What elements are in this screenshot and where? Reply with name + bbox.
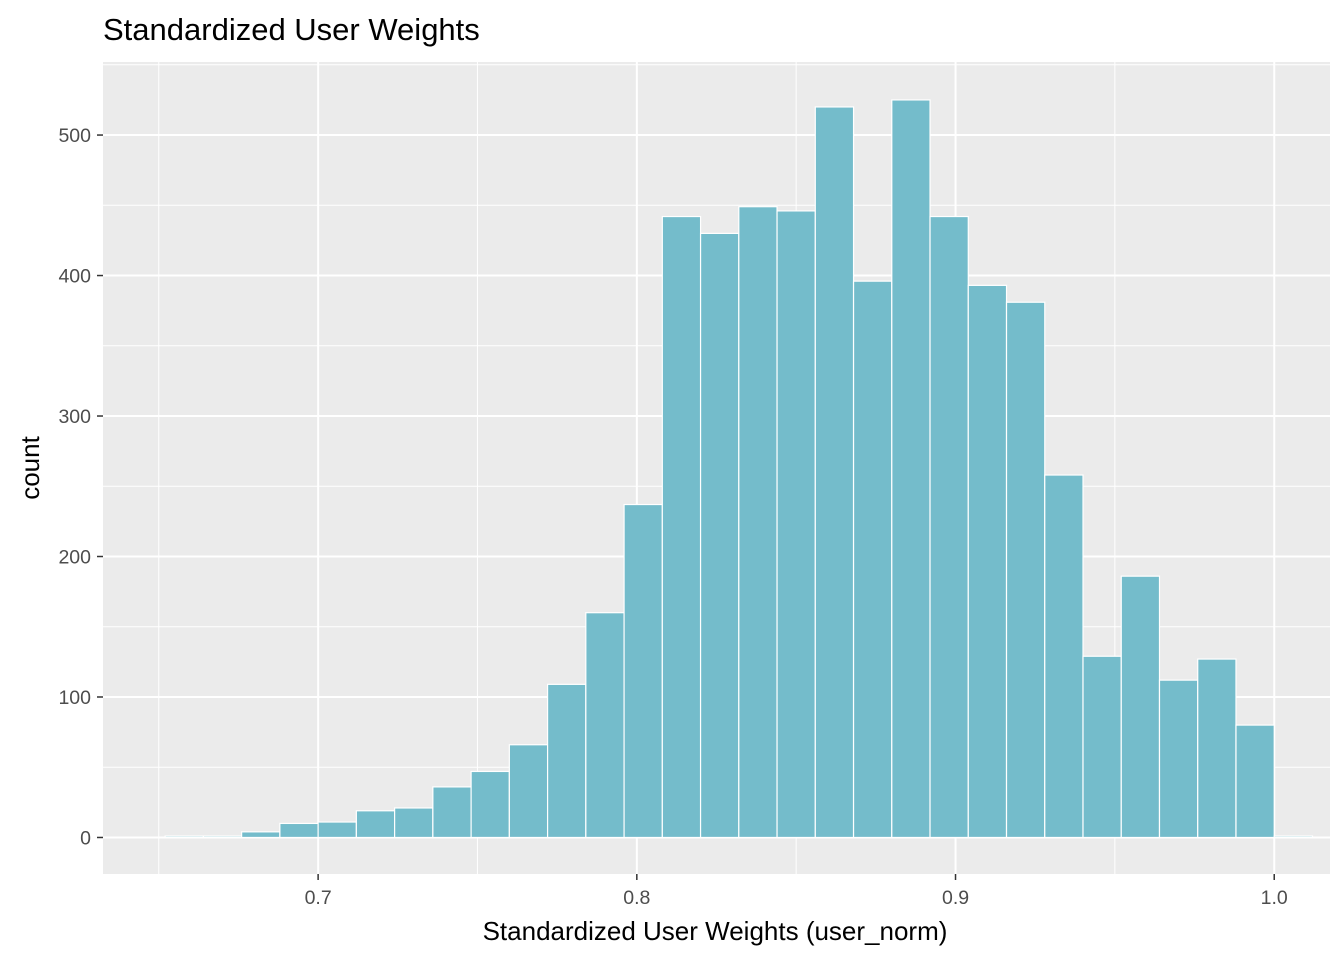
histogram-bar bbox=[546, 683, 587, 839]
histogram-bar bbox=[279, 822, 319, 839]
histogram-bar bbox=[394, 807, 434, 839]
histogram-bar bbox=[623, 503, 663, 839]
histogram-bar bbox=[1273, 835, 1314, 839]
histogram-bar bbox=[1235, 724, 1275, 839]
histogram-bar bbox=[432, 786, 472, 839]
histogram-bar bbox=[585, 612, 625, 839]
y-tick-label: 0 bbox=[80, 827, 91, 849]
histogram-bar bbox=[776, 210, 816, 839]
histogram-bar bbox=[661, 215, 702, 839]
histogram-bar bbox=[164, 835, 204, 839]
y-tick-label: 500 bbox=[58, 125, 91, 147]
histogram-bar bbox=[508, 744, 549, 839]
histogram-bar bbox=[317, 821, 357, 839]
histogram-bar bbox=[1197, 658, 1237, 839]
histogram-bars bbox=[164, 99, 1314, 839]
histogram-bar bbox=[1120, 575, 1161, 839]
chart-title: Standardized User Weights bbox=[103, 12, 480, 47]
histogram-bar bbox=[891, 99, 931, 839]
x-tick-label: 0.8 bbox=[623, 887, 650, 909]
y-tick-label: 300 bbox=[58, 406, 91, 428]
histogram-bar bbox=[699, 232, 740, 839]
histogram-bar bbox=[1005, 301, 1046, 839]
histogram-bar bbox=[202, 835, 243, 839]
x-axis-title: Standardized User Weights (user_norm) bbox=[483, 916, 948, 946]
y-axis-ticks: 0 100 200 300 400 500 bbox=[58, 125, 103, 849]
x-axis-ticks: 0.7 0.8 0.9 1.0 bbox=[305, 874, 1288, 909]
histogram-bar bbox=[929, 215, 969, 839]
histogram-bar bbox=[852, 280, 893, 839]
histogram-bar bbox=[814, 106, 855, 839]
x-tick-label: 0.7 bbox=[305, 887, 332, 909]
histogram-bar bbox=[355, 810, 396, 839]
y-axis-title: count bbox=[15, 435, 45, 499]
x-tick-label: 0.9 bbox=[942, 887, 969, 909]
y-tick-label: 200 bbox=[58, 547, 91, 569]
histogram-bar bbox=[1044, 474, 1084, 839]
histogram-bar bbox=[967, 284, 1008, 839]
histogram-bar bbox=[738, 206, 778, 839]
y-tick-label: 100 bbox=[58, 687, 91, 709]
histogram-bar bbox=[1158, 679, 1199, 839]
histogram-bar bbox=[241, 831, 281, 839]
x-tick-label: 1.0 bbox=[1261, 887, 1288, 909]
histogram-bar bbox=[1082, 655, 1122, 839]
y-tick-label: 400 bbox=[58, 266, 91, 288]
histogram-bar bbox=[470, 770, 510, 839]
